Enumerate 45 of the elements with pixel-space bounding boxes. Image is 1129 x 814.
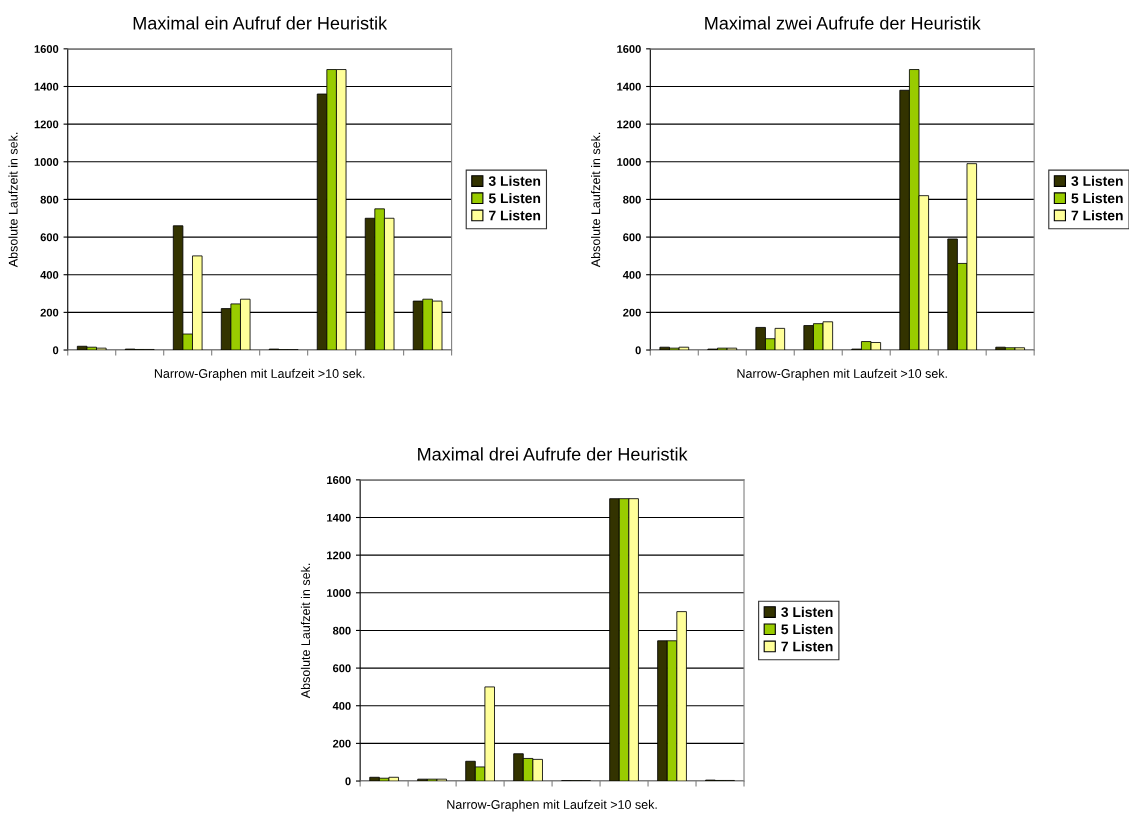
y-tick-label: 200 <box>332 739 351 748</box>
y-axis-title: Absolute Laufzeit in sek. <box>591 132 601 268</box>
y-tick-label: 800 <box>40 195 59 204</box>
legend-label: 5 Listen <box>488 192 541 204</box>
legend-label: 5 Listen <box>1071 192 1123 204</box>
y-tick-label: 1200 <box>34 120 59 129</box>
y-tick-label: 600 <box>623 233 641 242</box>
x-axis-title: Narrow-Graphen mit Laufzeit >10 sek. <box>154 368 365 381</box>
y-tick-label: 1400 <box>34 82 59 91</box>
y-tick-label: 1600 <box>617 45 641 53</box>
y-tick-label: 600 <box>332 664 351 673</box>
legend-label: 3 Listen <box>1071 175 1123 187</box>
y-tick-label: 1400 <box>617 82 641 91</box>
y-tick-label: 400 <box>622 270 641 279</box>
y-tick-label: 200 <box>40 308 59 317</box>
y-tick-label: 0 <box>635 346 641 355</box>
y-tick-label: 400 <box>40 270 59 279</box>
y-tick-label: 600 <box>40 233 59 242</box>
y-tick-label: 0 <box>345 777 351 786</box>
legend-label: 7 Listen <box>489 210 541 221</box>
y-tick-label: 1400 <box>327 513 351 522</box>
y-axis-title: Absolute Laufzeit in sek. <box>8 132 18 268</box>
y-tick-label: 400 <box>332 702 351 710</box>
y-tick-label: 800 <box>623 195 641 204</box>
legend-label: 7 Listen <box>1071 210 1123 221</box>
x-axis-title: Narrow-Graphen mit Laufzeit >10 sek. <box>737 368 947 381</box>
y-axis-title: Absolute Laufzeit in sek. <box>300 563 311 699</box>
y-tick-label: 800 <box>332 626 351 635</box>
x-axis-title: Narrow-Graphen mit Laufzeit >10 sek. <box>447 799 657 812</box>
legend-label: 3 Listen <box>488 175 541 187</box>
chart-title: Maximal zwei Aufrufe der Heuristik <box>705 16 981 30</box>
legend-label: 7 Listen <box>781 641 833 652</box>
chart-title: Maximal drei Aufrufe der Heuristik <box>418 447 688 461</box>
y-tick-label: 1000 <box>34 158 59 166</box>
chart-title: Maximal ein Aufruf der Heuristik <box>133 16 388 30</box>
y-tick-label: 200 <box>623 308 641 317</box>
y-tick-label: 0 <box>52 346 59 355</box>
y-tick-label: 1600 <box>327 476 351 484</box>
y-tick-label: 1600 <box>34 45 59 53</box>
y-tick-label: 1200 <box>617 120 641 129</box>
legend-label: 5 Listen <box>781 624 833 635</box>
y-tick-label: 1000 <box>327 589 351 597</box>
legend-label: 3 Listen <box>781 606 833 618</box>
y-tick-label: 1200 <box>327 551 351 560</box>
y-tick-label: 1000 <box>617 158 641 166</box>
